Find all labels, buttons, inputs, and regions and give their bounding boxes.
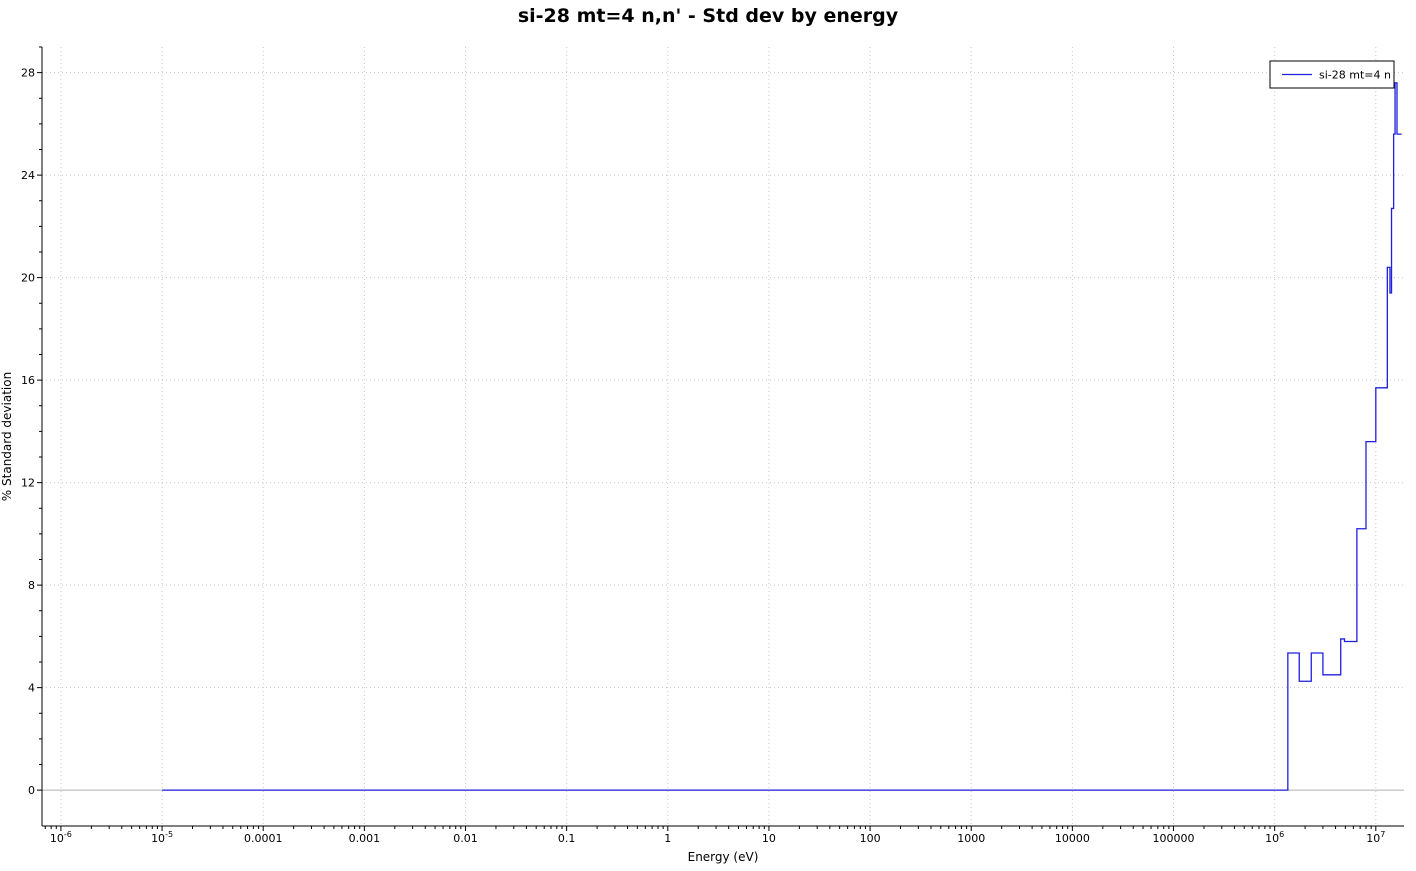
y-tick-label: 28	[21, 67, 35, 80]
x-tick-label: 10-5	[151, 830, 173, 845]
x-tick-label: 10-6	[50, 830, 72, 845]
x-tick-label: 100	[860, 832, 881, 845]
x-tick-label: 0.1	[558, 832, 576, 845]
series-line	[162, 82, 1402, 791]
legend-label: si-28 mt=4 n	[1319, 69, 1391, 82]
y-tick-label: 24	[21, 169, 35, 182]
x-tick-label: 0.01	[453, 832, 478, 845]
x-tick-label: 0.001	[349, 832, 381, 845]
x-tick-label: 107	[1366, 830, 1385, 845]
x-tick-label: 100000	[1153, 832, 1195, 845]
x-tick-label: 10000	[1055, 832, 1090, 845]
y-axis-label: % Standard deviation	[0, 372, 14, 501]
y-tick-label: 8	[28, 579, 35, 592]
x-tick-label: 0.0001	[244, 832, 283, 845]
y-tick-label: 16	[21, 374, 35, 387]
chart-title: si-28 mt=4 n,n' - Std dev by energy	[517, 5, 899, 27]
x-axis-label: Energy (eV)	[688, 850, 759, 864]
y-tick-label: 12	[21, 477, 35, 490]
x-tick-label: 1	[664, 832, 671, 845]
series-layer	[162, 82, 1402, 791]
legend: si-28 mt=4 n	[1269, 60, 1395, 89]
y-tick-label: 0	[28, 784, 35, 797]
y-tick-label: 20	[21, 272, 35, 285]
x-tick-label: 106	[1265, 830, 1284, 845]
x-tick-label: 1000	[957, 832, 985, 845]
grid-lines	[42, 47, 1404, 826]
x-tick-label: 10	[762, 832, 776, 845]
axes: 0 4 8 12 16 20 24 28 10-6 10-5 0.0001 0.001 0.01 0.1 1…	[0, 46, 1404, 864]
y-tick-label: 4	[28, 682, 35, 695]
